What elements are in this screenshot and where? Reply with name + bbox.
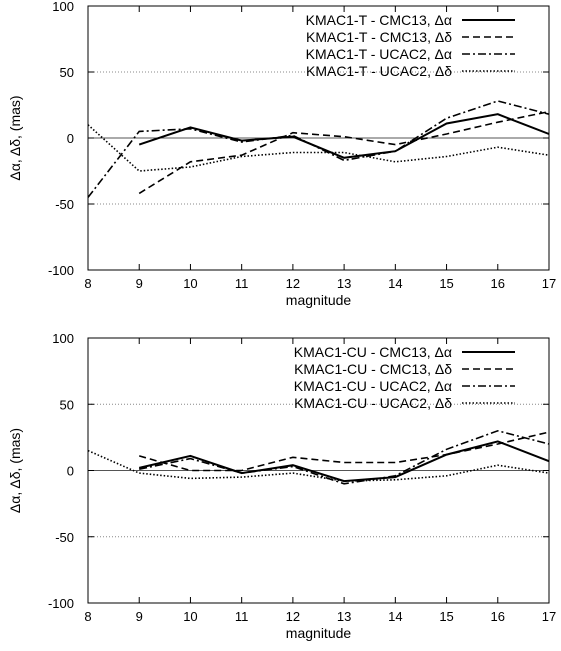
legend-entry-label: KMAC1-CU - UCAC2, Δα — [294, 378, 452, 394]
x-tick-label: 10 — [183, 609, 197, 624]
y-tick-label: 100 — [52, 0, 74, 14]
y-tick-label: -100 — [48, 596, 74, 611]
legend-entry-label: KMAC1-T - CMC13, Δδ — [306, 29, 452, 45]
x-tick-label: 9 — [136, 276, 143, 291]
x-tick-label: 10 — [183, 276, 197, 291]
x-tick-label: 11 — [235, 609, 249, 624]
series-line-2 — [138, 110, 550, 195]
series-line-3 — [139, 429, 550, 485]
x-tick-label: 14 — [388, 276, 402, 291]
x-tick-label: 15 — [439, 276, 453, 291]
y-tick-label: -50 — [55, 197, 74, 212]
series-line-2 — [138, 431, 550, 472]
y-axis-label: Δα, Δδ, (mas) — [7, 95, 23, 180]
series-line-1 — [138, 440, 550, 483]
x-tick-label: 13 — [337, 609, 351, 624]
x-tick-label: 12 — [286, 276, 300, 291]
x-tick-label: 8 — [84, 276, 91, 291]
x-axis-label: magnitude — [286, 625, 352, 641]
y-tick-label: 50 — [60, 65, 74, 80]
x-tick-label: 14 — [388, 609, 402, 624]
legend-entry-label: KMAC1-T - UCAC2, Δα — [306, 46, 452, 62]
x-tick-label: 16 — [491, 276, 505, 291]
series-line-4 — [87, 449, 550, 482]
x-tick-label: 11 — [235, 276, 249, 291]
legend-entry-label: KMAC1-T - UCAC2, Δδ — [306, 63, 452, 79]
y-tick-label: 0 — [67, 131, 74, 146]
legend-entry-label: KMAC1-CU - UCAC2, Δδ — [294, 395, 452, 411]
x-tick-label: 9 — [136, 609, 143, 624]
legend-entry-label: KMAC1-T - CMC13, Δα — [306, 12, 452, 28]
y-axis-label: Δα, Δδ, (mas) — [7, 428, 23, 513]
legend-entry-label: KMAC1-CU - CMC13, Δδ — [294, 361, 452, 377]
series-line-1 — [138, 113, 550, 159]
series-line-4 — [87, 124, 550, 172]
x-tick-label: 15 — [439, 609, 453, 624]
y-tick-label: -50 — [55, 530, 74, 545]
x-tick-label: 13 — [337, 276, 351, 291]
x-tick-label: 17 — [542, 276, 556, 291]
y-tick-label: 100 — [52, 331, 74, 346]
series-line-3 — [87, 100, 550, 198]
x-tick-label: 8 — [84, 609, 91, 624]
x-axis-label: magnitude — [286, 292, 352, 308]
x-tick-label: 12 — [286, 609, 300, 624]
legend-entry-label: KMAC1-CU - CMC13, Δα — [294, 344, 452, 360]
x-tick-label: 17 — [542, 609, 556, 624]
y-tick-label: 50 — [60, 397, 74, 412]
y-tick-label: 0 — [67, 464, 74, 479]
x-tick-label: 16 — [491, 609, 505, 624]
y-tick-label: -100 — [48, 263, 74, 278]
